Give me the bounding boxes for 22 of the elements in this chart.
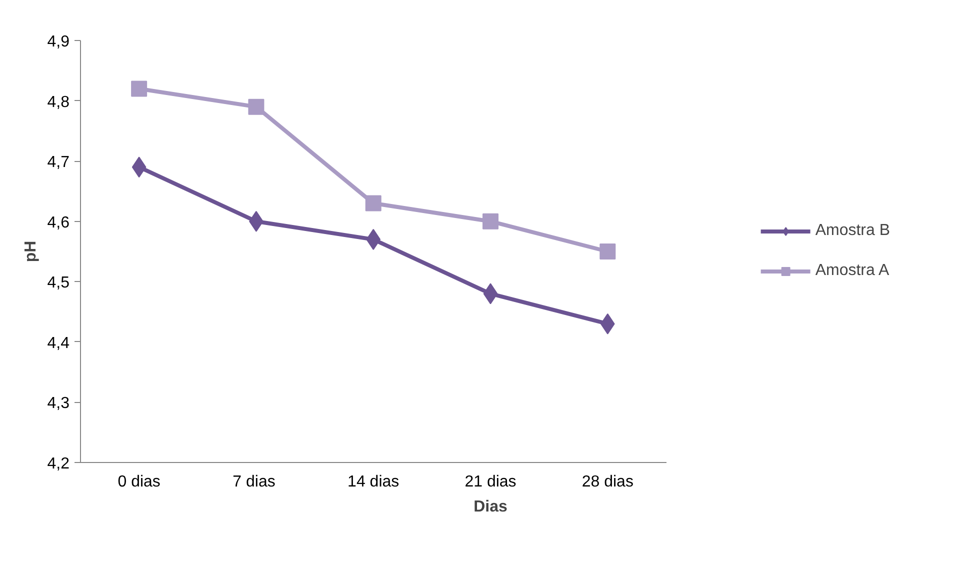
y-axis-title: pH [22,240,40,262]
legend-label: Amostra A [815,262,890,280]
x-tick-label: 28 dias [582,474,634,490]
y-tick-label: 4,6 [47,214,70,232]
x-tick-label: 14 dias [348,474,400,490]
y-tick-label: 4,2 [47,456,70,472]
x-axis-title: Dias [474,498,508,516]
legend-label: Amostra B [815,222,890,240]
y-tick-label: 4,3 [47,395,70,412]
x-tick-label: 0 dias [118,474,160,490]
point [600,244,616,260]
y-tick-label: 4,8 [47,94,70,111]
y-tick-label: 4,4 [47,334,70,352]
y-tick-label: 4,9 [47,34,70,50]
point [365,195,382,212]
point [482,213,498,230]
point [248,98,264,115]
y-tick-label: 4,7 [47,154,70,172]
point [131,80,148,97]
x-tick-label: 21 dias [464,474,516,490]
x-tick-label: 7 dias [232,474,276,490]
y-tick-label: 4,5 [47,274,70,292]
